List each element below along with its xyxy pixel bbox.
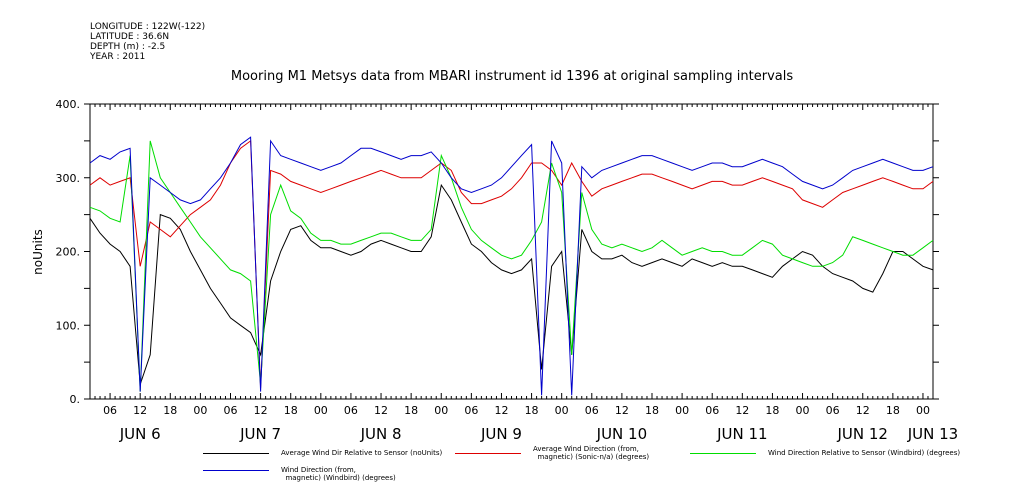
year-text: YEAR : 2011 bbox=[90, 52, 146, 62]
x-day-label: JUN 9 bbox=[480, 425, 522, 443]
x-day-label: JUN 10 bbox=[596, 425, 647, 443]
x-tick-label: 06 bbox=[103, 404, 117, 417]
x-tick-label: 12 bbox=[374, 404, 388, 417]
legend-swatch bbox=[203, 453, 269, 454]
x-day-label: JUN 12 bbox=[837, 425, 888, 443]
x-tick-label: 00 bbox=[916, 404, 930, 417]
x-day-label: JUN 13 bbox=[907, 425, 958, 443]
x-tick-label: 12 bbox=[735, 404, 749, 417]
x-tick-label: 18 bbox=[284, 404, 298, 417]
x-day-label: JUN 6 bbox=[119, 425, 161, 443]
x-tick-label: 18 bbox=[765, 404, 779, 417]
legend-swatch bbox=[203, 470, 269, 471]
legend-swatch bbox=[690, 453, 756, 454]
y-tick-label: 0. bbox=[70, 393, 81, 406]
y-tick-label: 200. bbox=[56, 246, 81, 259]
x-tick-label: 18 bbox=[163, 404, 177, 417]
series-line-1 bbox=[89, 183, 934, 385]
series-line-3 bbox=[89, 140, 934, 392]
y-tick-label: 400. bbox=[56, 98, 81, 111]
x-tick-label: 00 bbox=[796, 404, 810, 417]
longitude-text: LONGITUDE : 122W(-122) bbox=[90, 22, 206, 32]
x-day-label: JUN 11 bbox=[716, 425, 767, 443]
x-tick-label: 12 bbox=[856, 404, 870, 417]
legend-label: Wind Direction Relative to Sensor (Windb… bbox=[768, 449, 961, 457]
x-tick-label: 18 bbox=[404, 404, 418, 417]
x-tick-label: 06 bbox=[344, 404, 358, 417]
legend-label: Average Wind Dir Relative to Sensor (noU… bbox=[281, 449, 443, 457]
x-tick-label: 12 bbox=[494, 404, 508, 417]
x-tick-label: 00 bbox=[314, 404, 328, 417]
x-tick-label: 12 bbox=[133, 404, 147, 417]
depth-text: DEPTH (m) : -2.5 bbox=[90, 42, 166, 52]
y-tick-label: 300. bbox=[56, 172, 81, 185]
y-tick-label: 100. bbox=[56, 319, 81, 332]
x-tick-label: 06 bbox=[464, 404, 478, 417]
x-tick-label: 18 bbox=[886, 404, 900, 417]
x-day-label: JUN 7 bbox=[239, 425, 281, 443]
metadata-block: LONGITUDE : 122W(-122) LATITUDE : 36.6N … bbox=[90, 22, 205, 62]
latitude-text: LATITUDE : 36.6N bbox=[90, 32, 170, 42]
x-tick-label: 00 bbox=[434, 404, 448, 417]
chart-title: Mooring M1 Metsys data from MBARI instru… bbox=[231, 69, 793, 84]
plot-frame bbox=[89, 103, 934, 400]
x-tick-label: 00 bbox=[193, 404, 207, 417]
x-tick-label: 06 bbox=[585, 404, 599, 417]
x-tick-label: 12 bbox=[254, 404, 268, 417]
x-tick-label: 00 bbox=[675, 404, 689, 417]
x-day-label: JUN 8 bbox=[360, 425, 402, 443]
legend-label: Wind Direction (from, magnetic) (Windbir… bbox=[281, 466, 396, 482]
x-tick-label: 18 bbox=[645, 404, 659, 417]
x-tick-label: 18 bbox=[525, 404, 539, 417]
y-axis-label: noUnits bbox=[31, 229, 45, 275]
x-tick-label: 06 bbox=[826, 404, 840, 417]
x-tick-label: 06 bbox=[224, 404, 238, 417]
series-line-4 bbox=[89, 136, 934, 396]
x-tick-label: 12 bbox=[615, 404, 629, 417]
x-tick-label: 00 bbox=[555, 404, 569, 417]
legend-swatch bbox=[455, 453, 521, 454]
x-tick-label: 06 bbox=[705, 404, 719, 417]
legend-label: Average Wind Direction (from, magnetic) … bbox=[533, 445, 650, 461]
